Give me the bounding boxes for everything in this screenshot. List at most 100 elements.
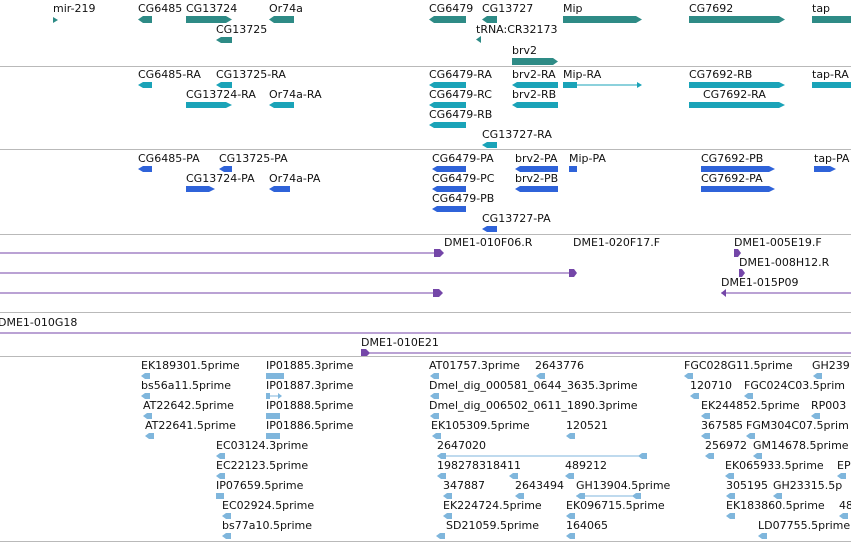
protein-feature[interactable] (432, 166, 466, 172)
gene-cg13727-feature[interactable] (482, 16, 497, 23)
protein-feature[interactable] (701, 186, 775, 192)
gene-cg7692-feature[interactable] (689, 16, 785, 23)
transcript-feature[interactable] (138, 82, 152, 88)
est-feature[interactable] (278, 393, 282, 399)
clone-end-marker[interactable] (739, 269, 745, 277)
est-label: IP07659.5prime (216, 479, 304, 492)
protein-feature[interactable] (482, 226, 497, 232)
protein-feature[interactable] (432, 186, 466, 192)
est-feature[interactable] (436, 533, 445, 539)
protein-feature[interactable] (138, 166, 152, 172)
clone-end-marker[interactable] (569, 269, 577, 277)
est-feature[interactable] (726, 493, 735, 499)
protein-feature[interactable] (432, 206, 466, 212)
est-feature[interactable] (222, 533, 231, 539)
transcript-feature[interactable] (689, 102, 785, 108)
gene-or74a-feature[interactable] (269, 16, 294, 23)
transcript-feature[interactable] (269, 102, 294, 108)
est-feature[interactable] (216, 473, 225, 479)
est-feature[interactable] (515, 493, 524, 499)
gene-tap-feature[interactable] (812, 16, 851, 23)
transcript-feature[interactable] (512, 82, 558, 88)
clone-end-marker[interactable] (721, 289, 726, 297)
est-feature[interactable] (216, 453, 225, 459)
protein-feature[interactable] (814, 166, 836, 172)
est-feature[interactable] (701, 433, 710, 439)
gene-cg6485-feature[interactable] (138, 16, 152, 23)
clone-end-marker[interactable] (433, 289, 443, 297)
est-feature[interactable] (726, 513, 735, 519)
est-feature[interactable] (145, 433, 154, 439)
transcript-feature[interactable] (689, 82, 785, 88)
est-feature[interactable] (773, 493, 782, 499)
est-feature[interactable] (443, 493, 452, 499)
est-feature[interactable] (705, 453, 714, 459)
est-label: IP01887.3prime (266, 379, 354, 392)
est-feature[interactable] (566, 513, 575, 519)
transcript-feature[interactable] (429, 102, 466, 108)
est-feature[interactable] (430, 393, 439, 399)
est-feature[interactable] (222, 513, 231, 519)
transcript-feature[interactable] (563, 82, 577, 88)
est-feature[interactable] (758, 533, 767, 539)
clone-end-marker[interactable] (734, 249, 741, 257)
est-feature[interactable] (216, 493, 224, 499)
gene-brv2-feature[interactable] (512, 58, 558, 65)
gene-cg13724-feature[interactable] (186, 16, 232, 23)
clone-end-marker[interactable] (434, 249, 444, 257)
clone-span-start-marker[interactable] (361, 349, 370, 356)
est-feature[interactable] (638, 453, 647, 459)
gene-cg13725-feature[interactable] (216, 37, 232, 43)
transcript-feature[interactable] (482, 142, 497, 148)
est-feature[interactable] (266, 413, 280, 419)
protein-feature[interactable] (269, 186, 290, 192)
est-feature[interactable] (432, 433, 441, 439)
est-feature[interactable] (746, 433, 755, 439)
est-feature[interactable] (632, 493, 641, 499)
gene-cg6479-feature[interactable] (429, 16, 466, 23)
est-feature[interactable] (839, 513, 848, 519)
est-feature[interactable] (701, 413, 710, 419)
protein-feature[interactable] (701, 166, 775, 172)
gene-trna-feature[interactable] (476, 36, 481, 43)
est-feature[interactable] (443, 513, 452, 519)
transcript-feature[interactable] (216, 82, 232, 88)
transcript-feature[interactable] (186, 102, 232, 108)
est-feature[interactable] (684, 373, 693, 379)
est-feature[interactable] (725, 473, 734, 479)
est-feature[interactable] (536, 373, 545, 379)
protein-feature[interactable] (186, 186, 215, 192)
gene-mir-219-feature[interactable] (53, 17, 58, 23)
est-feature[interactable] (565, 473, 574, 479)
est-feature[interactable] (437, 473, 446, 479)
est-feature[interactable] (437, 453, 446, 459)
transcript-feature[interactable] (429, 122, 466, 128)
est-feature[interactable] (744, 393, 753, 399)
protein-feature[interactable] (515, 186, 558, 192)
est-feature[interactable] (837, 473, 846, 479)
est-feature[interactable] (141, 373, 150, 379)
protein-feature[interactable] (219, 166, 232, 172)
est-feature[interactable] (566, 533, 575, 539)
est-feature[interactable] (430, 373, 439, 379)
est-feature[interactable] (813, 373, 822, 379)
transcript-feature[interactable] (637, 82, 642, 88)
transcript-feature[interactable] (429, 82, 466, 88)
est-feature[interactable] (143, 413, 152, 419)
transcript-feature[interactable] (512, 102, 558, 108)
transcript-feature[interactable] (812, 82, 851, 88)
est-feature[interactable] (566, 433, 575, 439)
est-feature[interactable] (430, 413, 439, 419)
protein-feature[interactable] (569, 166, 577, 172)
est-feature[interactable] (266, 393, 270, 399)
est-feature[interactable] (266, 433, 280, 439)
est-feature[interactable] (753, 453, 762, 459)
protein-feature[interactable] (515, 166, 558, 172)
est-feature[interactable] (576, 493, 585, 499)
est-feature[interactable] (690, 393, 699, 399)
gene-mip-feature[interactable] (563, 16, 642, 23)
est-feature[interactable] (266, 373, 284, 379)
est-feature[interactable] (141, 393, 150, 399)
est-feature[interactable] (509, 473, 518, 479)
est-feature[interactable] (811, 413, 820, 419)
